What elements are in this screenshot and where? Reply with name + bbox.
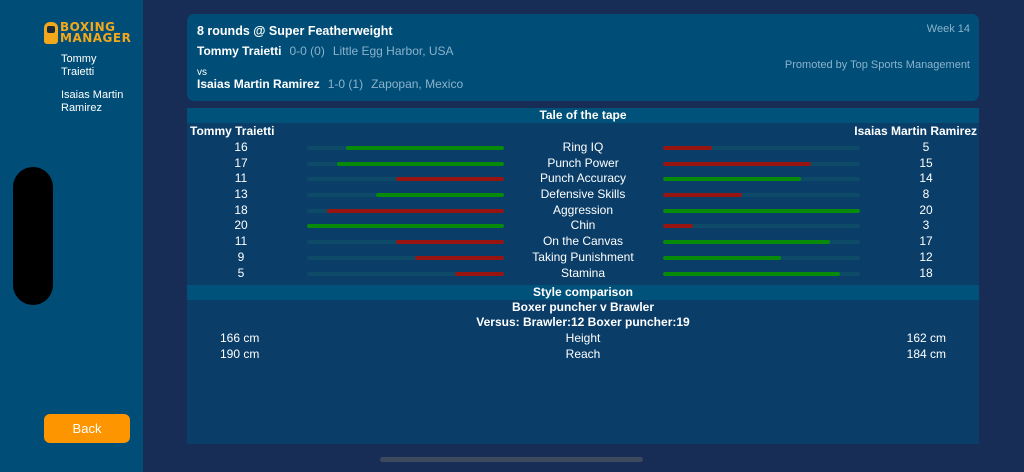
stat-left-bar [307, 271, 504, 276]
fighter-a-name[interactable]: Tommy Traietti [197, 44, 282, 58]
stats-list: 16 Ring IQ 5 17 Punch Power 15 11 Punch Accurac… [187, 139, 979, 280]
stat-right-bar [663, 146, 860, 150]
stat-name: Punch Power [547, 155, 619, 170]
stat-name: Aggression [552, 202, 614, 217]
stat-right-bar [663, 271, 860, 276]
logo-line-2: MANAGER [60, 31, 132, 45]
reach-label: Reach [565, 346, 601, 361]
fighter-a-record: 0-0 (0) [289, 44, 325, 58]
reach-left: 190 cm [220, 346, 260, 361]
stat-left-value: 20 [234, 218, 248, 233]
stat-row: 13 Defensive Skills 8 [187, 186, 979, 202]
stat-right-bar [663, 240, 860, 245]
stat-row: 20 Chin 3 [187, 217, 979, 233]
stat-right-value: 3 [922, 218, 930, 233]
stat-row: 11 Punch Accuracy 14 [187, 170, 979, 186]
stat-left-value: 16 [234, 140, 248, 154]
style-matchup: Boxer puncher v Brawler [511, 300, 655, 315]
vs-label: vs [197, 67, 207, 78]
fighter-a-hometown: Little Egg Harbor, USA [332, 44, 454, 58]
stat-row: 18 Aggression 20 [187, 202, 979, 218]
stat-name: Punch Accuracy [539, 171, 627, 186]
stat-left-value: 11 [234, 234, 248, 249]
height-right: 162 cm [906, 331, 946, 346]
stat-right-bar [663, 177, 860, 182]
stat-right-bar [663, 255, 860, 260]
stat-right-value: 12 [919, 249, 933, 264]
stat-left-value: 17 [234, 155, 248, 170]
stat-left-bar [307, 208, 504, 213]
week-label: Week 14 [926, 23, 970, 35]
fight-title: 8 rounds @ Super Featherweight [197, 24, 393, 38]
stat-right-value: 15 [919, 155, 933, 170]
stat-row: 17 Punch Power 15 [187, 155, 979, 171]
stat-name: Defensive Skills [540, 187, 626, 202]
tape-right-name: Isaias Martin Ramirez [854, 124, 977, 138]
stat-right-value: 5 [922, 140, 930, 154]
stat-left-bar [307, 146, 504, 150]
fighter-a-line: Tommy Traietti 0-0 (0) Little Egg Harbor, … [197, 44, 454, 58]
stat-row: 9 Taking Punishment 12 [187, 249, 979, 265]
stat-name: Taking Punishment [532, 249, 634, 264]
stat-right-bar [663, 224, 860, 229]
stat-name: Stamina [560, 265, 606, 280]
stat-left-bar [307, 161, 504, 166]
stat-row: 16 Ring IQ 5 [187, 139, 979, 155]
stat-right-value: 18 [919, 265, 933, 280]
physical-row-height: 166 cm Height 162 cm [187, 330, 979, 346]
height-left: 166 cm [220, 331, 260, 346]
stat-left-value: 18 [234, 202, 248, 217]
stat-name: On the Canvas [542, 234, 624, 249]
stat-row: 11 On the Canvas 17 [187, 233, 979, 249]
boxing-manager-logo: BOXING MANAGER [44, 20, 132, 46]
tape-left-name: Tommy Traietti [190, 124, 275, 138]
stat-right-bar [663, 161, 860, 166]
sidebar-fighter-b[interactable]: Isaias Martin Ramirez [61, 89, 124, 114]
reach-right: 184 cm [906, 346, 946, 361]
stat-right-value: 20 [919, 202, 933, 217]
stat-left-value: 13 [234, 187, 248, 202]
fight-header-card: 8 rounds @ Super Featherweight Tommy Tra… [187, 14, 979, 101]
style-versus: Versus: Brawler:12 Boxer puncher:19 [476, 315, 690, 330]
tape-names-row: Tommy Traietti Isaias Martin Ramirez [187, 123, 979, 139]
comparison-panel: Tale of the tape Tommy Traietti Isaias M… [187, 108, 979, 444]
stat-left-bar [307, 177, 504, 182]
style-comparison-heading: Style comparison [187, 285, 979, 301]
boxing-glove-icon [44, 22, 58, 44]
logo-line-1: BOXING [60, 20, 116, 34]
back-button[interactable]: Back [44, 414, 130, 443]
stat-left-value: 5 [237, 265, 245, 280]
stat-left-bar [307, 255, 504, 260]
height-label: Height [565, 331, 601, 346]
home-indicator[interactable] [380, 457, 643, 462]
stat-right-bar [663, 193, 860, 198]
stat-left-bar [307, 193, 504, 198]
promoter-label: Promoted by Top Sports Management [784, 59, 970, 71]
fighter-b-record: 1-0 (1) [327, 77, 364, 91]
fighter-b-line: Isaias Martin Ramirez 1-0 (1) Zapopan, Mex… [197, 77, 463, 91]
stat-right-bar [663, 208, 860, 213]
stat-name: Ring IQ [562, 140, 604, 154]
stat-right-value: 14 [919, 171, 933, 186]
fighter-b-hometown: Zapopan, Mexico [371, 77, 464, 91]
stat-left-value: 9 [237, 249, 245, 264]
stat-right-value: 17 [919, 234, 933, 249]
physical-row-reach: 190 cm Reach 184 cm [187, 346, 979, 362]
sidebar-fighter-a[interactable]: Tommy Traietti [61, 53, 97, 78]
fighter-b-name[interactable]: Isaias Martin Ramirez [197, 77, 320, 91]
stat-left-value: 11 [234, 171, 248, 186]
stat-left-bar [307, 240, 504, 245]
stat-right-value: 8 [922, 187, 930, 202]
fighter-list: Tommy Traietti Isaias Martin Ramirez [61, 53, 141, 125]
tale-of-tape-heading: Tale of the tape [187, 108, 979, 123]
stat-left-bar [307, 224, 504, 229]
stat-name: Chin [570, 218, 596, 233]
scroll-handle[interactable] [13, 167, 53, 305]
stat-row: 5 Stamina 18 [187, 265, 979, 281]
sidebar: BOXING MANAGER Tommy Traietti Isaias Mar… [0, 0, 143, 472]
